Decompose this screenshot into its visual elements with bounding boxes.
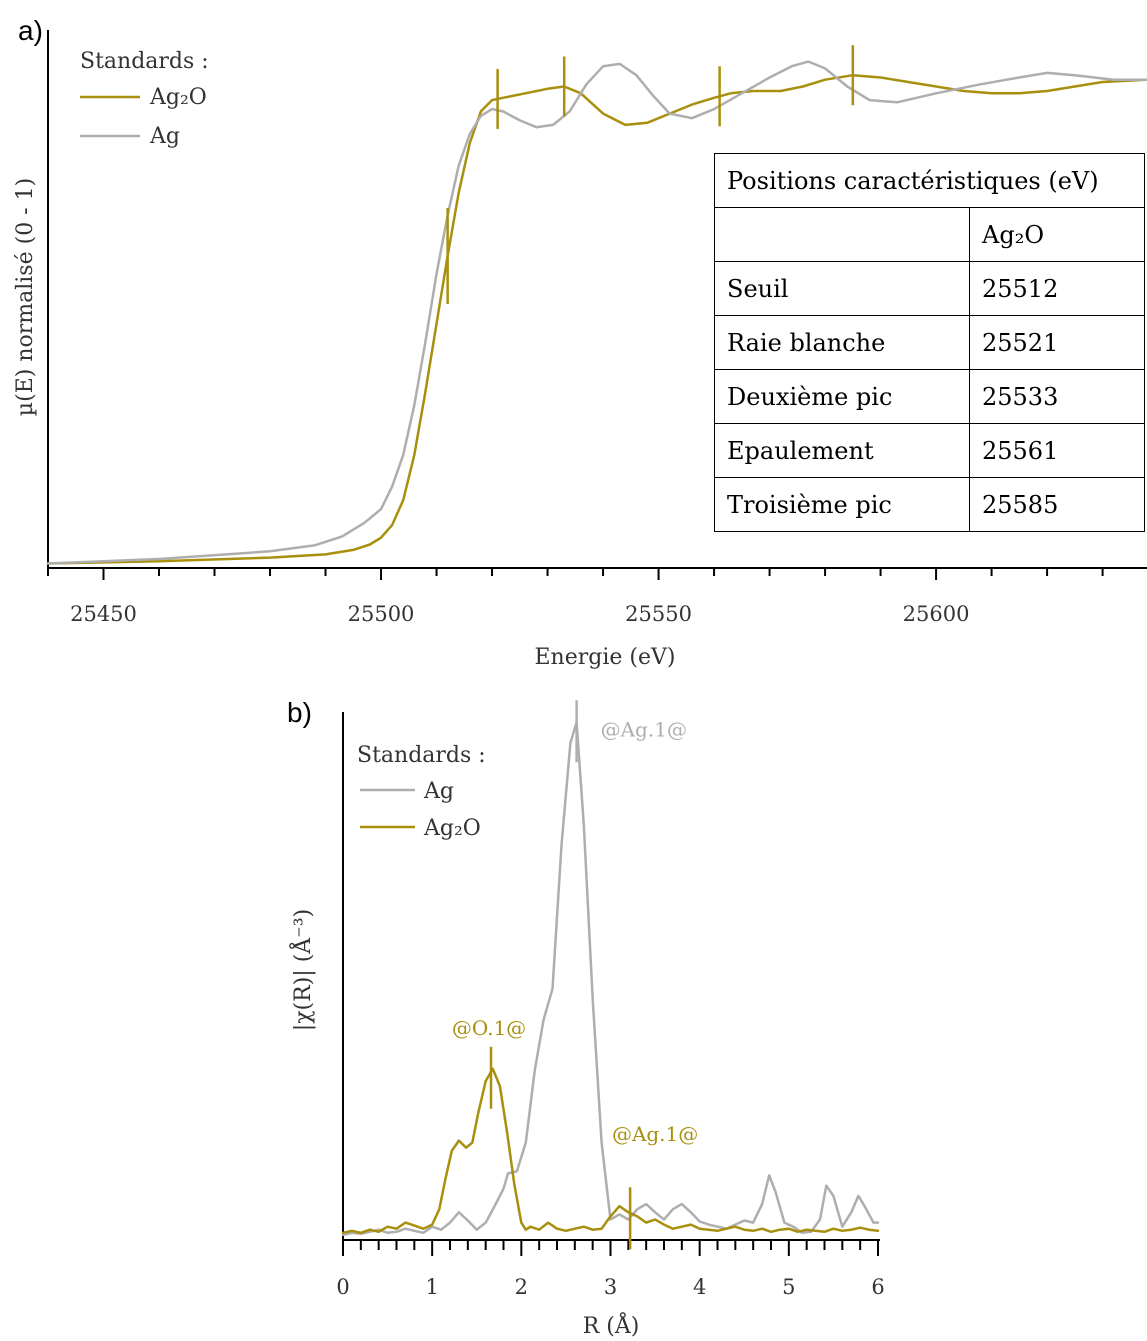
panel-a-y-axis-title: µ(E) normalisé (0 - 1)	[13, 178, 38, 416]
panel-a-tick-label: 25600	[903, 602, 970, 626]
table-header-empty	[714, 207, 970, 262]
table-title-row: Positions caractéristiques (eV)	[714, 153, 1145, 208]
table-row-value: 25533	[969, 369, 1145, 424]
panel-a-legend-entry-ag2o: Ag₂O	[149, 85, 207, 110]
panel-a-xanes-chart: a) 25450 25500 25550 25600 Energie (eV) µ(E…	[13, 15, 1147, 670]
panel-b-series-line-ag	[341, 721, 880, 1237]
panel-b-tick-label: 2	[515, 1275, 528, 1299]
table-row: Epaulement 25561	[714, 423, 1145, 478]
characteristic-positions-table: Positions caractéristiques (eV) Ag₂O Seu…	[714, 153, 1145, 532]
panel-a-legend-title: Standards :	[80, 49, 209, 74]
panel-b-tick-label: 3	[604, 1275, 617, 1299]
panel-b-tick-label: 1	[425, 1275, 438, 1299]
table-row-value: 25512	[969, 261, 1145, 316]
table-row-value: 25521	[969, 315, 1145, 370]
panel-b-tick-label: 6	[871, 1275, 884, 1299]
panel-a-legend: Standards : Ag₂O Ag	[80, 49, 209, 149]
annotation-label: @Ag.1@	[601, 717, 687, 741]
table-column-header: Ag₂O	[969, 207, 1145, 262]
table-row-value: 25585	[969, 477, 1145, 532]
panel-b-legend: Standards : Ag Ag₂O	[357, 743, 486, 841]
table-row: Raie blanche 25521	[714, 315, 1145, 370]
table-title: Positions caractéristiques (eV)	[714, 153, 1145, 208]
panel-b-legend-title: Standards :	[357, 743, 486, 768]
table-row: Troisième pic 25585	[714, 477, 1145, 532]
table-row-label: Seuil	[714, 261, 970, 316]
panel-b-tick-label: 0	[336, 1275, 349, 1299]
panel-a-legend-entry-ag: Ag	[149, 124, 180, 149]
panel-a-series	[46, 60, 1147, 565]
table-row-label: Deuxième pic	[714, 369, 970, 424]
panel-a-series-line-ag	[46, 60, 1147, 565]
table-row: Deuxième pic 25533	[714, 369, 1145, 424]
panel-b-label: b)	[287, 697, 312, 728]
panel-b-annotations: @Ag.1@ @O.1@ @Ag.1@	[452, 700, 698, 1250]
panel-a-tick-label: 25500	[348, 602, 415, 626]
panel-a-series-line-ag2o	[46, 73, 1147, 565]
panel-b-series	[341, 721, 880, 1237]
table-row-label: Epaulement	[714, 423, 970, 478]
panel-b-legend-entry-ag: Ag	[423, 779, 454, 804]
panel-b-exafs-chart: b) 0 1 2 3 4 5 6 @Ag.1@ @O.1@ @Ag.1@ R (Å) |χ(R)…	[287, 697, 885, 1339]
table-header-row: Ag₂O	[714, 207, 1145, 262]
panel-a-tick-label: 25450	[70, 602, 137, 626]
table-row-value: 25561	[969, 423, 1145, 478]
annotation-label: @Ag.1@	[612, 1122, 698, 1146]
panel-b-y-axis-title: |χ(R)| (Å⁻³)	[288, 909, 316, 1031]
annotation-label: @O.1@	[452, 1016, 526, 1040]
panel-b-x-ticks: 0 1 2 3 4 5 6	[336, 1240, 885, 1299]
panel-a-peak-markers	[446, 45, 855, 305]
panel-b-tick-label: 4	[693, 1275, 706, 1299]
panel-b-x-axis-title: R (Å)	[583, 1311, 640, 1339]
panel-a-tick-label: 25550	[625, 602, 692, 626]
panel-b-tick-label: 5	[782, 1275, 795, 1299]
panel-b-legend-entry-ag2o: Ag₂O	[423, 816, 481, 841]
panel-a-x-axis-title: Energie (eV)	[535, 645, 676, 670]
panel-a-label: a)	[18, 15, 43, 46]
table-row-label: Raie blanche	[714, 315, 970, 370]
table-row: Seuil 25512	[714, 261, 1145, 316]
panel-a-x-ticks: 25450 25500 25550 25600	[47, 568, 1104, 626]
table-row-label: Troisième pic	[714, 477, 970, 532]
panel-b-series-line-ag2o	[341, 1067, 880, 1235]
